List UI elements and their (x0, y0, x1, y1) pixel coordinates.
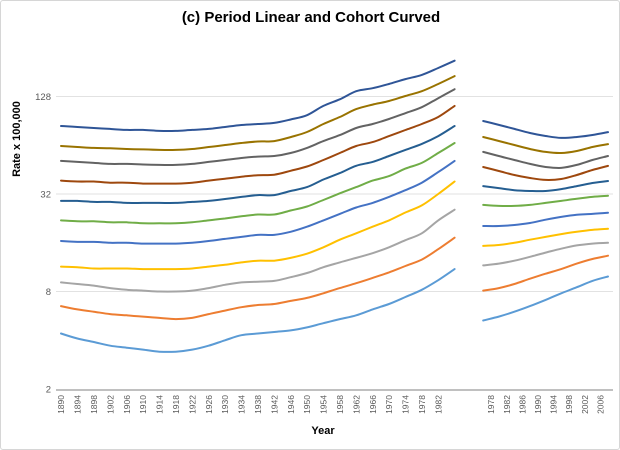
left-panel-line-02 (60, 236, 456, 321)
x-tick-label: 2002 (580, 395, 590, 414)
x-tick-label: 1910 (138, 395, 148, 414)
x-tick-label: 1898 (89, 395, 99, 414)
x-tick-label: 1890 (56, 395, 66, 414)
left-panel-line-08 (60, 104, 456, 185)
x-tick-label: 1958 (335, 395, 345, 414)
right-panel-line-06 (482, 194, 609, 208)
x-tick-label: 1902 (105, 395, 115, 414)
x-tick-label: 1934 (237, 395, 247, 414)
right-panel-line-04 (482, 227, 609, 247)
x-tick-label: 1906 (122, 395, 132, 414)
y-tick-label: 128 (35, 92, 51, 103)
y-axis-title: Rate x 100,000 (11, 101, 23, 177)
left-panel-line-10 (60, 75, 456, 152)
y-tick-label: 8 (46, 287, 51, 298)
right-panel-line-11 (482, 120, 609, 139)
left-panel-line-11 (60, 59, 456, 133)
right-panel-line-03 (482, 241, 609, 267)
x-tick-label: 1990 (533, 395, 543, 414)
x-tick-label: 1994 (549, 395, 559, 414)
x-tick-label: 1982 (502, 395, 512, 414)
x-tick-label: 1942 (269, 395, 279, 414)
left-panel-line-06 (60, 142, 456, 225)
x-tick-label: 1998 (564, 395, 574, 414)
right-panel-line-09 (482, 150, 609, 169)
x-tick-label: 1954 (319, 395, 329, 414)
x-tick-label: 1914 (155, 395, 165, 414)
right-panel-line-08 (482, 164, 609, 181)
x-tick-label: 1922 (187, 395, 197, 414)
x-tick-label: 1970 (384, 395, 394, 414)
x-tick-label: 1966 (368, 395, 378, 414)
x-tick-label: 1950 (302, 395, 312, 414)
right-panel-line-10 (482, 136, 609, 155)
right-panel-line-07 (482, 180, 609, 193)
x-tick-label: 1962 (351, 395, 361, 414)
x-tick-label: 1978 (417, 395, 427, 414)
left-panel-line-03 (60, 208, 456, 293)
right-panel-line-05 (482, 211, 609, 228)
y-tick-label: 32 (40, 190, 51, 201)
x-tick-label: 1946 (286, 395, 296, 414)
x-tick-label: 2006 (595, 395, 605, 414)
x-axis-title: Year (311, 425, 335, 437)
x-tick-label: 1918 (171, 395, 181, 414)
x-tick-label: 1978 (486, 395, 496, 414)
left-panel-line-07 (60, 125, 456, 204)
left-panel-line-05 (60, 159, 456, 245)
x-tick-label: 1930 (220, 395, 230, 414)
x-tick-label: 1982 (433, 395, 443, 414)
x-tick-label: 1986 (517, 395, 527, 414)
left-panel-line-09 (60, 88, 456, 167)
right-panel-line-02 (482, 254, 609, 292)
x-tick-label: 1926 (204, 395, 214, 414)
x-tick-label: 1894 (73, 395, 83, 414)
x-tick-label: 1938 (253, 395, 263, 414)
left-panel-line-01 (60, 268, 456, 353)
y-tick-label: 2 (46, 385, 51, 396)
x-tick-label: 1974 (401, 395, 411, 414)
left-panel-line-04 (60, 180, 456, 271)
right-panel-line-01 (482, 275, 609, 322)
chart-title: (c) Period Linear and Cohort Curved (181, 9, 441, 26)
